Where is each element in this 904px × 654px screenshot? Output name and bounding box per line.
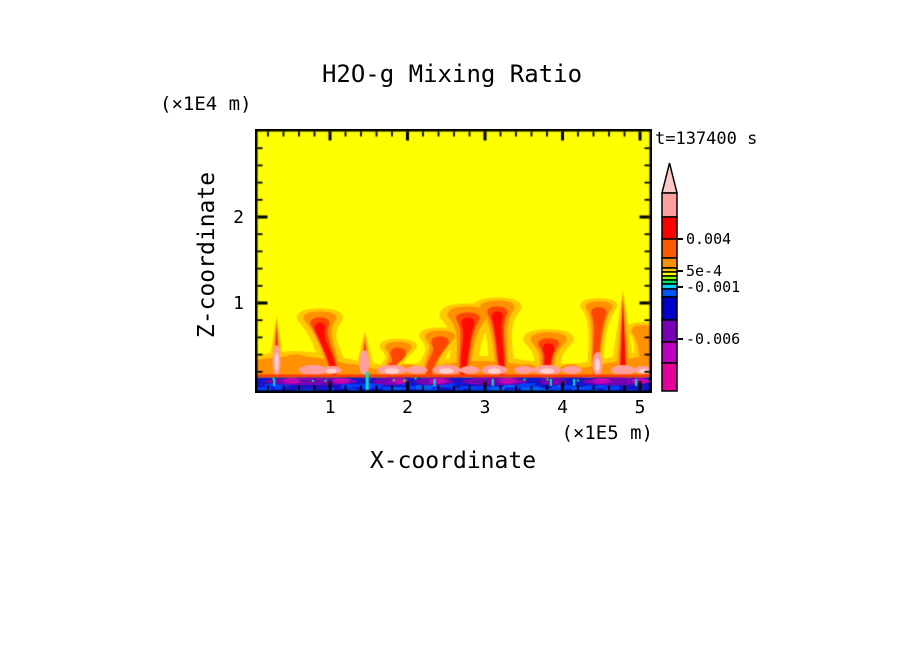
contour-plot-canvas (255, 129, 652, 393)
colorbar-segment (661, 288, 678, 298)
colorbar-level-label: -0.006 (686, 330, 741, 348)
colorbar-segment (661, 341, 678, 364)
x-axis-title: X-coordinate (369, 448, 537, 474)
x-axis-unit-label: (×1E5 m) (561, 422, 653, 444)
z-tick-label: 2 (233, 206, 244, 228)
colorbar-level-label: 0.004 (686, 230, 732, 248)
colorbar-segment (661, 238, 678, 259)
z-axis-unit-label: (×1E4 m) (160, 93, 252, 115)
x-tick-label: 4 (557, 397, 568, 418)
colorbar-level-label: -0.001 (686, 278, 741, 296)
plot-title: H2O-g Mixing Ratio (321, 60, 583, 88)
timestamp-label: t=137400 s (655, 129, 758, 149)
colorbar-overflow-arrow-icon (661, 162, 678, 194)
colorbar-segment (661, 362, 678, 392)
colorbar-segment (661, 319, 678, 343)
colorbar-segment (661, 257, 678, 269)
colorbar-segment (661, 192, 678, 218)
x-tick-label: 2 (402, 397, 413, 418)
z-tick-label: 1 (233, 292, 244, 314)
colorbar (661, 162, 683, 392)
colorbar-segment (661, 216, 678, 240)
x-tick-label: 3 (479, 397, 491, 418)
colorbar-segment (661, 296, 678, 321)
x-tick-label: 5 (634, 397, 646, 418)
colorbar-level-label: 5e-4 (686, 262, 723, 280)
x-tick-label: 1 (324, 397, 336, 418)
